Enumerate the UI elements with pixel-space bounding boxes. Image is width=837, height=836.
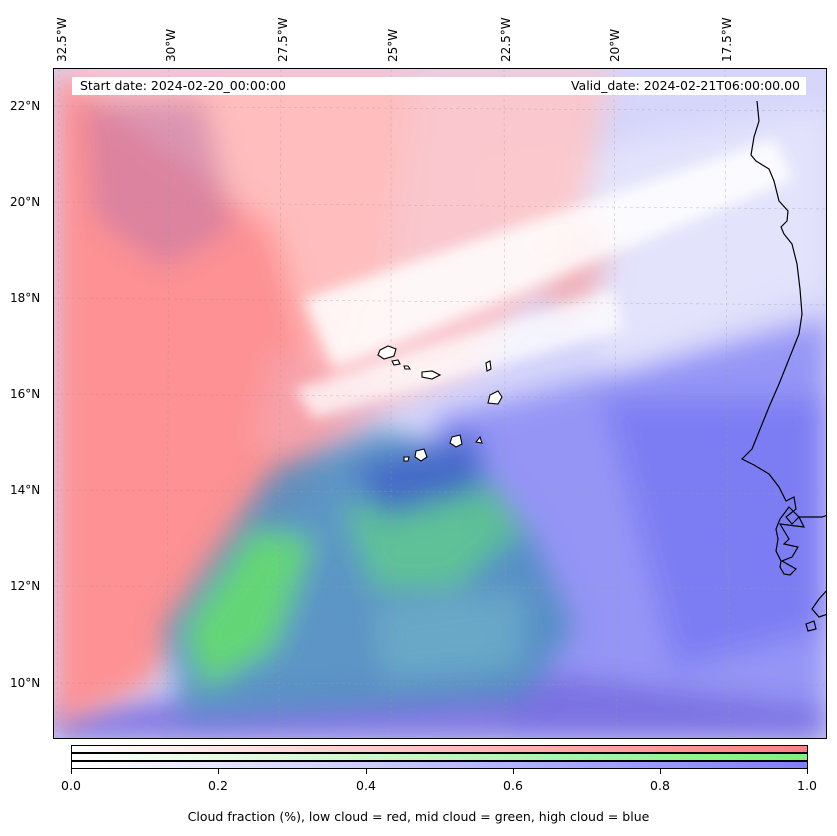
lon-label-22.5w: 22.5°W <box>499 17 513 62</box>
colorbar-tick-label-3: 0.6 <box>503 778 523 793</box>
colorbar-tick-3 <box>513 769 514 774</box>
lon-label-17.5w: 17.5°W <box>720 17 734 62</box>
lon-label-32.5w: 32.5°W <box>55 17 69 62</box>
colorbar-tick-0 <box>71 769 72 774</box>
colorbar-high-cloud <box>71 761 808 769</box>
map-canvas <box>54 69 826 738</box>
colorbar-tick-label-2: 0.4 <box>356 778 376 793</box>
africa-coastline-south <box>805 590 826 632</box>
lat-label-10n: 10°N <box>10 676 41 690</box>
colorbar-tick-label-4: 0.8 <box>650 778 670 793</box>
colorbar-tick-4 <box>660 769 661 774</box>
lat-label-12n: 12°N <box>10 579 41 593</box>
colorbar-tick-label-5: 1.0 <box>797 778 817 793</box>
lon-label-20w: 20°W <box>608 28 622 62</box>
cabo-verde-islands <box>377 345 503 462</box>
valid-date-label: Valid_date: 2024-02-21T06:00:00.00 <box>570 78 800 93</box>
colorbar-title: Cloud fraction (%), low cloud = red, mid… <box>187 809 650 824</box>
lat-label-22n: 22°N <box>10 99 41 113</box>
cloud-fraction-map[interactable]: Start date: 2024-02-20_00:00:00 Valid_da… <box>53 68 827 739</box>
colorbar-tick-label-1: 0.2 <box>208 778 228 793</box>
colorbar-low-cloud <box>71 745 808 753</box>
clear-sky-streak <box>294 139 794 419</box>
colorbar-tick-5 <box>807 769 808 774</box>
lon-label-30w: 30°W <box>164 28 178 62</box>
lat-label-14n: 14°N <box>10 483 41 497</box>
lat-label-20n: 20°N <box>10 195 41 209</box>
graticule <box>54 69 826 738</box>
start-date-label: Start date: 2024-02-20_00:00:00 <box>80 78 286 93</box>
colorbar-tick-2 <box>366 769 367 774</box>
colorbar-tick-label-0: 0.0 <box>61 778 81 793</box>
lat-label-16n: 16°N <box>10 387 41 401</box>
lat-label-18n: 18°N <box>10 291 41 305</box>
colorbar-tick-1 <box>218 769 219 774</box>
lon-label-25w: 25°W <box>386 28 400 62</box>
date-strip: Start date: 2024-02-20_00:00:00 Valid_da… <box>72 77 806 95</box>
africa-coastline <box>740 100 826 576</box>
mid-cloud-layer <box>164 429 574 719</box>
colorbar-mid-cloud <box>71 753 808 761</box>
lon-label-27.5w: 27.5°W <box>276 17 290 62</box>
